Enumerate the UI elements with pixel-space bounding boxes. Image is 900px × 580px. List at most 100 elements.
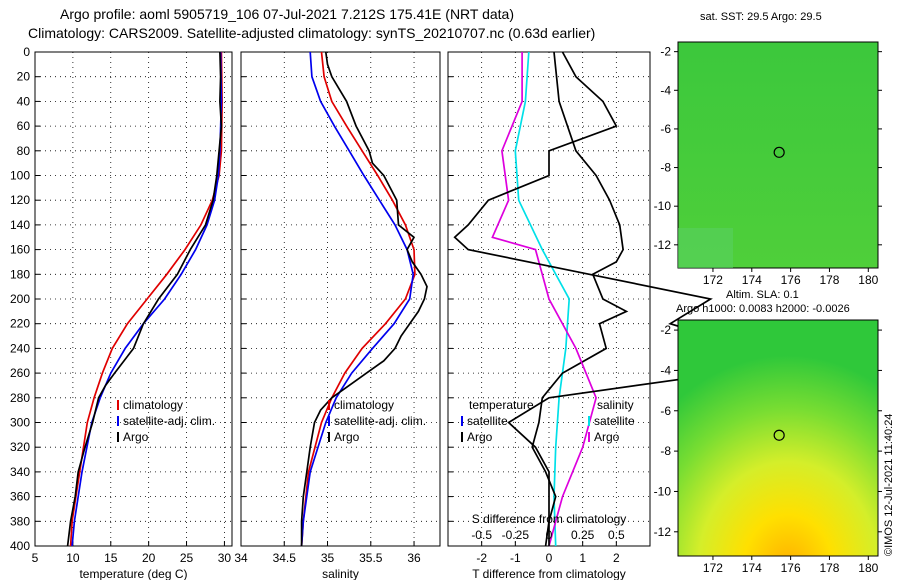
sst-map-title: sat. SST: 29.5 Argo: 29.5	[700, 11, 822, 23]
x-tick-label: 36	[407, 551, 421, 565]
y-tick-label: 280	[10, 391, 30, 405]
y-tick-label: 260	[10, 366, 30, 380]
series-line-satellite-adj-clim-	[300, 51, 415, 547]
legend-title-temperature: temperature	[469, 398, 534, 412]
map-field-sla	[677, 319, 879, 557]
secondary-tick-label: -0.5	[471, 528, 492, 542]
x-axis-label: salinity	[322, 567, 359, 580]
y-tick-label: 0	[23, 45, 30, 59]
y-tick-label: 20	[17, 70, 31, 84]
series-line-argo	[66, 51, 223, 547]
x-tick-label: 20	[142, 551, 156, 565]
y-tick-label: 160	[10, 243, 30, 257]
figure-title-line1: Argo profile: aoml 5905719_106 07-Jul-20…	[60, 6, 515, 22]
map-patch	[678, 228, 733, 268]
legend-label: satellite-adj. clim.	[334, 414, 426, 428]
y-tick-label: 240	[10, 341, 30, 355]
map-y-tick-label: -4	[660, 363, 671, 377]
series-line-climatology	[300, 51, 416, 547]
x-tick-label: 1	[579, 551, 586, 565]
x-tick-label: 10	[66, 551, 80, 565]
x-tick-label: 5	[32, 551, 39, 565]
map-x-tick-label: 180	[858, 561, 878, 575]
series-line-satellite-adj-clim-	[71, 51, 223, 547]
x-tick-label: 34.5	[273, 551, 297, 565]
y-tick-label: 40	[17, 94, 31, 108]
x-tick-label: 34	[234, 551, 248, 565]
y-tick-label: 400	[10, 539, 30, 553]
map-x-tick-label: 176	[781, 273, 801, 287]
map-y-tick-label: -6	[660, 404, 671, 418]
x-tick-label: 0	[546, 551, 553, 565]
legend-title-salinity: salinity	[597, 398, 634, 412]
plot-frame-temp	[34, 51, 233, 547]
x-tick-label: 30	[218, 551, 232, 565]
secondary-axis-label: S difference from climatology	[472, 512, 627, 526]
y-tick-label: 120	[10, 193, 30, 207]
y-tick-label: 220	[10, 317, 30, 331]
secondary-tick-label: -0.25	[502, 528, 530, 542]
map-x-tick-label: 180	[858, 273, 878, 287]
series-line-climatology	[69, 51, 223, 547]
legend-label: Argo	[594, 430, 620, 444]
y-tick-label: 100	[10, 169, 30, 183]
x-axis-label: T difference from climatology	[472, 567, 626, 580]
legend-label: climatology	[123, 398, 183, 412]
series-line-salinity-argo	[453, 51, 753, 546]
legend-label: satellite	[594, 414, 635, 428]
legend-label: Argo	[123, 430, 149, 444]
legend-label: satellite-adj. clim.	[123, 414, 215, 428]
map-y-tick-label: -10	[654, 199, 672, 213]
legend-label: satellite	[467, 414, 508, 428]
secondary-tick-label: 0	[546, 528, 553, 542]
legend-label: Argo	[467, 430, 493, 444]
map-y-tick-label: -12	[654, 525, 672, 539]
y-tick-label: 180	[10, 267, 30, 281]
x-axis-label: temperature (deg C)	[79, 567, 187, 580]
x-tick-label: 15	[104, 551, 118, 565]
x-tick-label: 25	[180, 551, 194, 565]
map-y-tick-label: -2	[660, 323, 671, 337]
y-tick-label: 340	[10, 465, 30, 479]
map-x-tick-label: 176	[781, 561, 801, 575]
x-tick-label: 2	[613, 551, 620, 565]
imos-watermark: ©IMOS 12-Jul-2021 11:40:24	[883, 414, 895, 556]
map-x-tick-label: 172	[703, 561, 723, 575]
y-tick-label: 140	[10, 218, 30, 232]
legend-label: Argo	[334, 430, 360, 444]
map-x-tick-label: 172	[703, 273, 723, 287]
map-x-tick-label: 178	[819, 273, 839, 287]
x-tick-label: -2	[476, 551, 487, 565]
y-tick-label: 200	[10, 292, 30, 306]
y-tick-label: 360	[10, 490, 30, 504]
argo-position-marker	[773, 429, 785, 441]
series-line-argo	[300, 51, 428, 546]
x-tick-label: -1	[510, 551, 521, 565]
map-y-tick-label: -8	[660, 161, 671, 175]
secondary-tick-label: 0.25	[571, 528, 595, 542]
map-x-tick-label: 178	[819, 561, 839, 575]
sla-map-title: Altim. SLA: 0.1	[726, 289, 799, 301]
map-y-tick-label: -8	[660, 444, 671, 458]
series-line-temperature-argo	[531, 51, 629, 547]
y-tick-label: 380	[10, 514, 30, 528]
x-tick-label: 35	[321, 551, 335, 565]
x-tick-label: 35.5	[359, 551, 383, 565]
secondary-tick-label: 0.5	[608, 528, 625, 542]
map-x-tick-label: 174	[742, 561, 762, 575]
map-y-tick-label: -4	[660, 83, 671, 97]
y-tick-label: 320	[10, 440, 30, 454]
map-y-tick-label: -12	[654, 238, 672, 252]
argo-position-marker	[773, 146, 785, 158]
series-line-salinity-satellite	[491, 52, 597, 547]
legend-label: climatology	[334, 398, 394, 412]
y-tick-label: 60	[17, 119, 31, 133]
sla-map-subtitle: Argo h1000: 0.0083 h2000: -0.0026	[676, 303, 850, 315]
figure-title-line2: Climatology: CARS2009. Satellite-adjuste…	[28, 25, 596, 41]
map-x-tick-label: 174	[742, 273, 762, 287]
map-y-tick-label: -2	[660, 45, 671, 59]
map-y-tick-label: -10	[654, 484, 672, 498]
y-tick-label: 80	[17, 144, 31, 158]
series-line-temperature-satellite	[514, 51, 571, 547]
